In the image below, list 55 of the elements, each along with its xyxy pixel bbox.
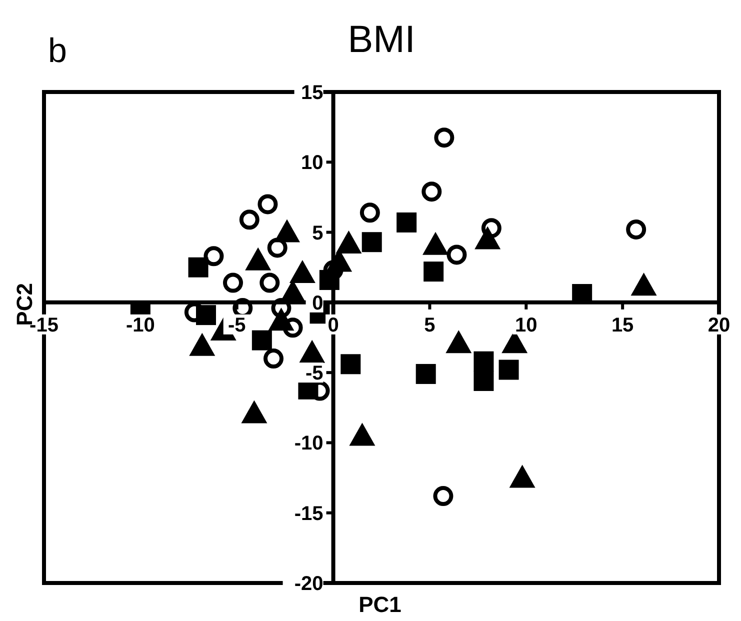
point (336, 230, 362, 254)
point (626, 219, 646, 240)
point (474, 351, 494, 372)
point (424, 262, 444, 282)
point (267, 238, 288, 258)
point (446, 244, 467, 265)
point (422, 232, 448, 255)
point (245, 247, 272, 270)
point (223, 272, 243, 293)
point (271, 298, 292, 318)
point (340, 354, 361, 374)
y-tick-label: -20 (294, 573, 324, 595)
point (204, 246, 224, 266)
point (260, 272, 280, 293)
point (299, 340, 326, 363)
y-tick-label: 15 (301, 82, 324, 104)
point (264, 348, 284, 369)
point (282, 318, 303, 338)
y-tick-label: 5 (312, 222, 324, 244)
point (630, 272, 657, 296)
point (396, 212, 417, 232)
chart-subtitle: b (48, 32, 67, 70)
point (509, 464, 536, 488)
point (349, 422, 376, 446)
point (474, 370, 494, 391)
point (433, 486, 454, 506)
point (498, 360, 519, 380)
x-tick-label: 20 (708, 314, 730, 336)
y-tick-label: -5 (305, 362, 324, 385)
x-tick-label: -5 (228, 314, 246, 336)
x-tick-label: 5 (424, 314, 436, 336)
point (289, 260, 316, 283)
point (241, 400, 268, 424)
point (422, 182, 442, 202)
point (416, 364, 436, 384)
point (252, 330, 272, 350)
x-tick-label: 15 (611, 314, 634, 336)
point (434, 128, 454, 148)
x-axis-title: PC1 (358, 592, 402, 617)
point (239, 210, 260, 230)
chart-title: BMI (348, 19, 416, 61)
point (323, 260, 344, 280)
y-tick-label: -15 (294, 502, 324, 525)
point (362, 232, 382, 252)
point (189, 332, 216, 356)
y-tick-label: -10 (294, 432, 324, 455)
x-tick-label: -10 (126, 314, 155, 336)
x-tick-label: 0 (328, 314, 339, 336)
y-tick-label: 10 (301, 152, 324, 174)
x-tick-label: 10 (515, 314, 538, 336)
point (188, 257, 208, 278)
point (360, 202, 380, 223)
point (446, 330, 472, 354)
y-tick-label: 0 (312, 292, 324, 314)
point (258, 194, 278, 214)
